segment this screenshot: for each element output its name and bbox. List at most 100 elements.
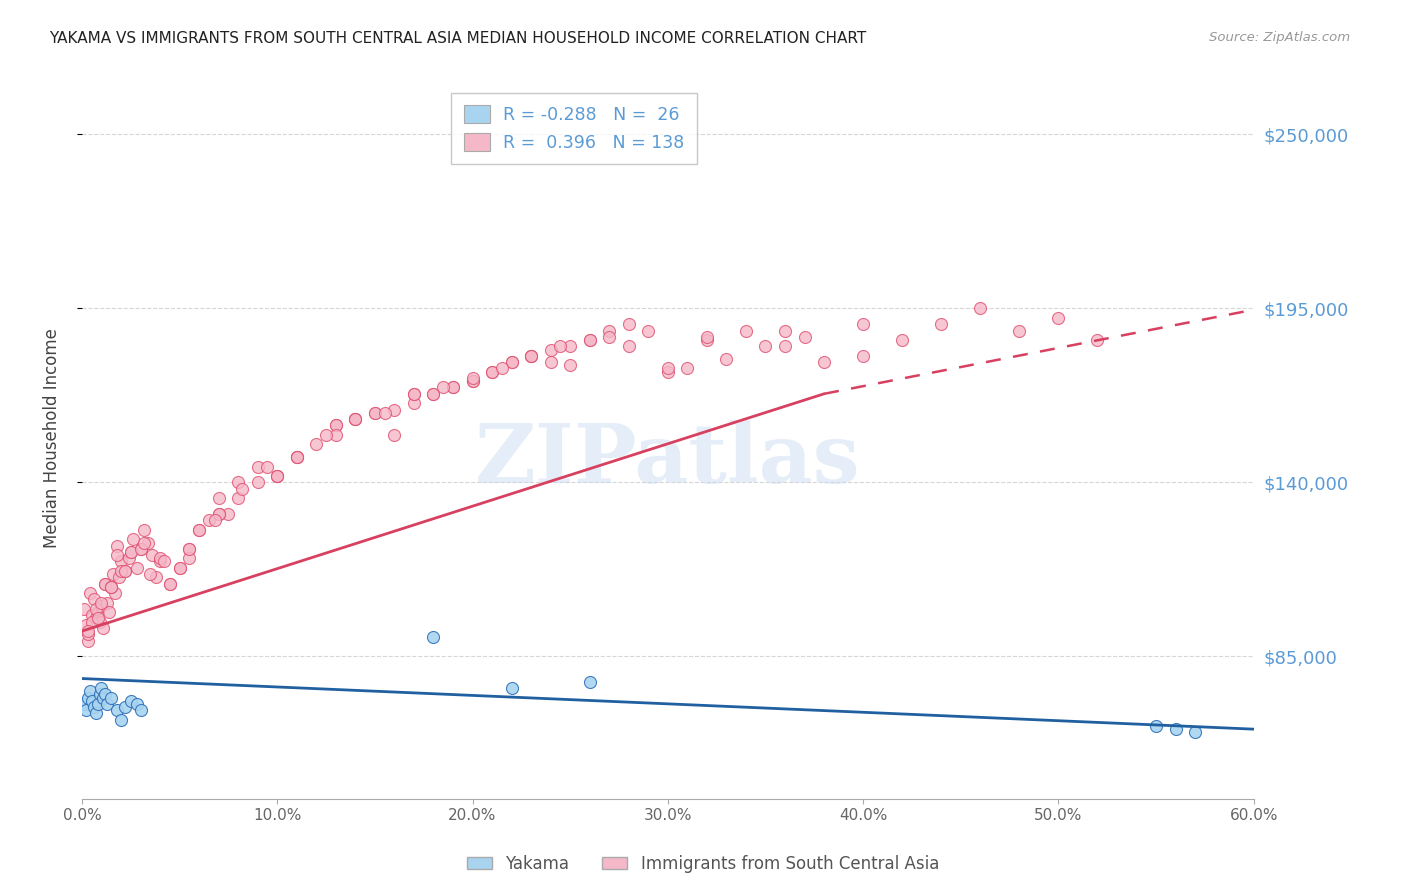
Point — [550, 339, 572, 353]
Point — [384, 428, 406, 442]
Point — [159, 576, 181, 591]
Point — [149, 554, 172, 568]
Point — [578, 674, 600, 689]
Point — [149, 551, 172, 566]
Point — [560, 359, 582, 373]
Legend: Yakama, Immigrants from South Central Asia: Yakama, Immigrants from South Central As… — [460, 848, 946, 880]
Point — [325, 418, 347, 433]
Point — [598, 330, 620, 344]
Text: ZIPatlas: ZIPatlas — [475, 420, 860, 500]
Point — [285, 450, 308, 464]
Point — [696, 333, 718, 347]
Point — [208, 491, 231, 506]
Point — [1144, 719, 1167, 733]
Y-axis label: Median Household Income: Median Household Income — [44, 328, 60, 548]
Point — [138, 535, 160, 549]
Point — [384, 402, 406, 417]
Point — [76, 690, 98, 705]
Point — [716, 351, 738, 366]
Point — [773, 339, 796, 353]
Point — [76, 624, 98, 638]
Point — [657, 361, 679, 376]
Text: YAKAMA VS IMMIGRANTS FROM SOUTH CENTRAL ASIA MEDIAN HOUSEHOLD INCOME CORRELATION: YAKAMA VS IMMIGRANTS FROM SOUTH CENTRAL … — [49, 31, 866, 46]
Point — [305, 437, 328, 451]
Point — [256, 459, 278, 474]
Point — [179, 551, 201, 566]
Point — [76, 627, 98, 641]
Point — [108, 570, 131, 584]
Point — [79, 586, 101, 600]
Point — [98, 605, 121, 619]
Point — [110, 554, 132, 568]
Point — [90, 681, 112, 695]
Point — [266, 469, 288, 483]
Point — [125, 697, 148, 711]
Point — [96, 596, 118, 610]
Point — [501, 355, 523, 369]
Point — [118, 551, 141, 566]
Point — [285, 450, 308, 464]
Point — [617, 339, 640, 353]
Point — [208, 507, 231, 521]
Point — [89, 615, 111, 629]
Point — [696, 330, 718, 344]
Point — [188, 523, 211, 537]
Point — [204, 513, 226, 527]
Point — [198, 513, 221, 527]
Point — [84, 602, 107, 616]
Point — [540, 355, 562, 369]
Point — [153, 554, 176, 568]
Point — [79, 684, 101, 698]
Point — [134, 535, 156, 549]
Point — [96, 697, 118, 711]
Point — [364, 406, 387, 420]
Point — [169, 561, 191, 575]
Point — [134, 523, 156, 537]
Point — [344, 412, 367, 426]
Point — [891, 333, 914, 347]
Point — [110, 564, 132, 578]
Point — [90, 599, 112, 613]
Point — [83, 592, 105, 607]
Point — [441, 380, 464, 394]
Point — [657, 365, 679, 379]
Point — [1184, 725, 1206, 739]
Point — [84, 706, 107, 721]
Point — [1087, 333, 1109, 347]
Point — [169, 561, 191, 575]
Point — [89, 687, 111, 701]
Point — [315, 428, 337, 442]
Point — [374, 406, 396, 420]
Point — [491, 361, 513, 376]
Point — [422, 631, 444, 645]
Point — [105, 539, 128, 553]
Point — [540, 343, 562, 357]
Point — [80, 615, 103, 629]
Point — [141, 548, 163, 562]
Point — [110, 713, 132, 727]
Point — [120, 545, 142, 559]
Point — [86, 605, 108, 619]
Point — [217, 507, 239, 521]
Point — [929, 317, 952, 331]
Text: Source: ZipAtlas.com: Source: ZipAtlas.com — [1209, 31, 1350, 45]
Point — [125, 561, 148, 575]
Point — [852, 349, 875, 363]
Point — [80, 608, 103, 623]
Point — [793, 330, 815, 344]
Point — [179, 541, 201, 556]
Point — [325, 418, 347, 433]
Point — [1008, 324, 1031, 338]
Point — [121, 533, 143, 547]
Point — [578, 333, 600, 347]
Point — [246, 475, 269, 490]
Point — [94, 576, 117, 591]
Point — [93, 690, 115, 705]
Point — [231, 482, 253, 496]
Point — [86, 611, 108, 625]
Point — [520, 349, 543, 363]
Point — [422, 386, 444, 401]
Point — [285, 450, 308, 464]
Point — [139, 567, 162, 582]
Point — [246, 459, 269, 474]
